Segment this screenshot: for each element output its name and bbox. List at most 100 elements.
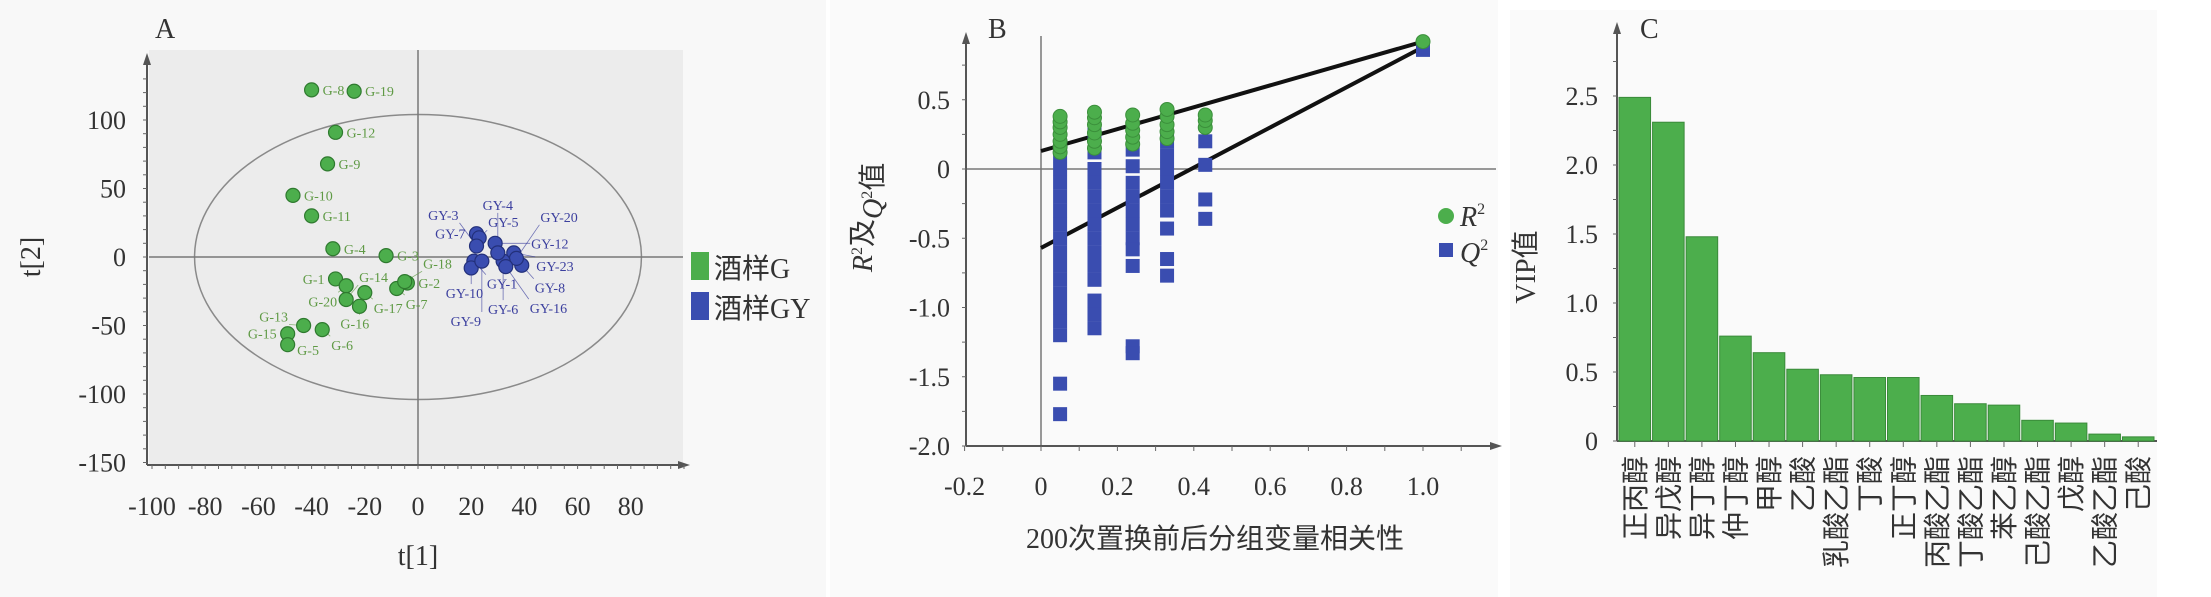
point-label: G-19 xyxy=(365,85,394,100)
category-label: 戊醇 xyxy=(2056,456,2088,512)
y-tick-label: -50 xyxy=(91,312,126,341)
y-axis-title: t[2] xyxy=(16,237,47,277)
q2-point xyxy=(1125,189,1140,204)
q2-point xyxy=(1160,252,1175,267)
category-label: 甲醇 xyxy=(1754,456,1786,512)
category-label: 己酸 xyxy=(2123,456,2155,512)
g-sample-point xyxy=(378,248,394,264)
point-label: GY-4 xyxy=(483,199,513,214)
point-label: GY-7 xyxy=(435,228,465,243)
legend-swatch xyxy=(691,292,709,320)
x-tick-label: 0.8 xyxy=(1330,472,1363,501)
point-label: G-10 xyxy=(304,189,333,204)
point-label: G-2 xyxy=(418,277,440,292)
y-tick-label: -150 xyxy=(78,449,126,478)
vip-bar xyxy=(1618,96,1652,442)
r2-point xyxy=(1086,104,1102,120)
y-tick-label: -100 xyxy=(78,380,126,409)
g-sample-point xyxy=(280,337,296,353)
q2-regression-line xyxy=(1040,45,1424,250)
vip-bar xyxy=(2121,436,2155,442)
y-tick-label: 0.5 xyxy=(918,86,951,115)
q2-point xyxy=(1125,346,1140,361)
r2-point xyxy=(1125,107,1141,123)
legend-label: Q2 xyxy=(1460,237,1488,269)
q2-point xyxy=(1053,189,1068,204)
q2-point xyxy=(1160,162,1175,176)
vip-bar xyxy=(2088,433,2121,442)
gy-sample-point xyxy=(468,238,485,254)
x-tick-label: -0.2 xyxy=(944,472,985,501)
y-tick-label: -1.5 xyxy=(909,363,950,392)
panel-b-background xyxy=(830,0,1498,597)
point-label: G-14 xyxy=(359,271,388,286)
g-sample-point xyxy=(346,83,362,99)
y-axis-title-part: 及 xyxy=(848,219,879,247)
q2-point xyxy=(1053,328,1068,343)
q2-point xyxy=(1198,157,1213,172)
legend-label-sup: 2 xyxy=(1477,201,1485,218)
q2-point xyxy=(1053,245,1068,260)
q2-point xyxy=(1087,245,1102,260)
point-label: GY-9 xyxy=(451,315,481,330)
y-tick-label: 0 xyxy=(1585,427,1598,456)
y-tick-label: 50 xyxy=(100,175,126,204)
point-label: G-17 xyxy=(374,302,403,317)
q2-point xyxy=(1087,203,1102,218)
q2-point xyxy=(1160,189,1175,204)
gy-sample-point xyxy=(490,245,506,261)
legend-label-name: R xyxy=(1459,202,1477,233)
vip-bar xyxy=(1719,335,1752,442)
r2-point xyxy=(1052,108,1068,124)
x-tick-label: 20 xyxy=(458,492,484,521)
q2-point xyxy=(1160,203,1175,218)
q2-point xyxy=(1053,300,1068,315)
x-tick-label: 1.0 xyxy=(1407,472,1440,501)
x-tick-label: -80 xyxy=(188,492,223,521)
panel-label: B xyxy=(988,14,1007,45)
x-axis-arrowhead xyxy=(1490,442,1502,450)
g-sample-point xyxy=(327,271,344,287)
y-axis-title-part: 2 xyxy=(849,247,866,255)
g-sample-point xyxy=(304,208,320,224)
category-label: 己酸乙酯 xyxy=(2023,456,2055,568)
q2-point xyxy=(1087,258,1102,273)
x-tick-label: 40 xyxy=(511,492,537,521)
q2-point xyxy=(1087,231,1102,246)
vip-bar xyxy=(1786,368,1819,442)
point-label: G-12 xyxy=(347,126,376,141)
point-label: G-3 xyxy=(397,250,419,265)
point-label: G-15 xyxy=(248,328,277,343)
g-sample-point xyxy=(338,291,354,308)
vip-bar xyxy=(1987,404,2021,442)
category-label: 乳酸乙酯 xyxy=(1821,456,1853,568)
q2-point xyxy=(1087,189,1102,204)
x-tick-label: 0.2 xyxy=(1101,472,1134,501)
q2-point xyxy=(1087,321,1102,336)
x-tick-label: 60 xyxy=(565,492,591,521)
category-label: 异丁醇 xyxy=(1687,456,1719,540)
q2-point xyxy=(1087,307,1102,322)
point-label: G-18 xyxy=(423,257,452,272)
g-sample-point xyxy=(325,241,341,257)
legend-swatch xyxy=(691,252,709,280)
g-sample-point xyxy=(285,187,301,203)
q2-point xyxy=(1087,272,1102,287)
point-label: G-8 xyxy=(323,84,345,99)
point-label: GY-6 xyxy=(488,303,518,318)
category-label: 正丁醇 xyxy=(1888,456,1920,540)
g-sample-point xyxy=(314,322,330,338)
q2-point xyxy=(1125,159,1140,174)
y-axis-title-part: 2 xyxy=(859,191,876,199)
q2-point xyxy=(1053,258,1068,273)
x-tick-label: -40 xyxy=(294,492,329,521)
vip-bar xyxy=(1819,374,1853,442)
y-axis-title: VIP值 xyxy=(1510,230,1542,303)
y-tick-label: -0.5 xyxy=(909,224,950,253)
y-tick-label: -2.0 xyxy=(909,432,950,461)
r2-point xyxy=(1415,34,1431,50)
category-label: 乙酸 xyxy=(1788,456,1820,512)
